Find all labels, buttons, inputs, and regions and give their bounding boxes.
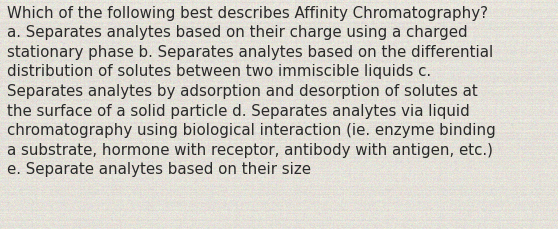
Text: Which of the following best describes Affinity Chromatography?
a. Separates anal: Which of the following best describes Af… xyxy=(7,6,496,177)
